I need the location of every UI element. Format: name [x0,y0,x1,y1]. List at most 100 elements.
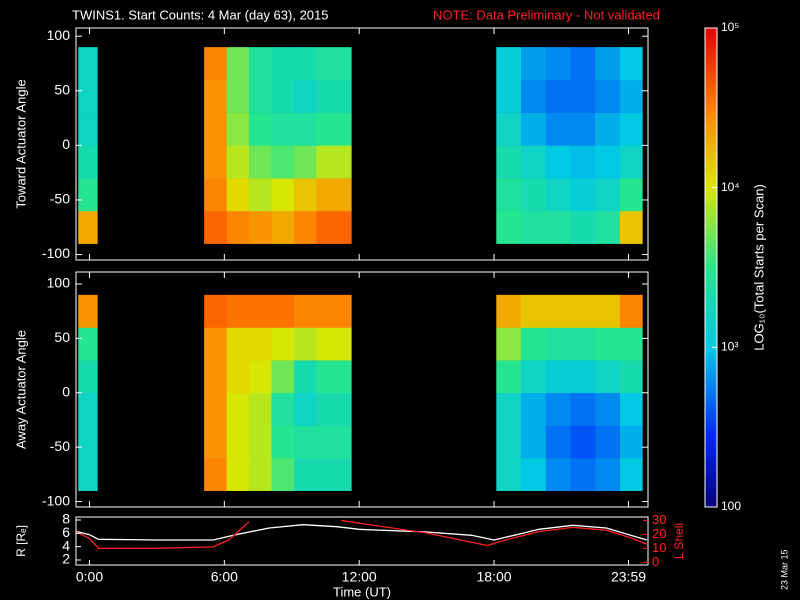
heatmap-cell [521,79,547,113]
heatmap-cell [204,327,227,361]
heatmap-cell [294,112,317,146]
colorbar-tick-label: 10³ [721,340,738,354]
heatmap-cell [316,79,352,113]
x-tick-label: 23:59 [611,569,646,585]
heatmap-cell [271,47,295,81]
heatmap-cell [249,327,272,361]
heatmap-cell [545,425,571,459]
y-tick-label: -50 [50,191,70,207]
heatmap-cell [545,210,571,244]
heatmap-cell [204,360,227,394]
heatmap-cell [545,112,571,146]
heatmap-cell [545,178,571,212]
heatmap-cell [204,392,227,426]
heatmap-cell [619,210,643,244]
heatmap-cell [595,327,621,361]
heatmap-cell [619,178,643,212]
y-axis-label: R [Rₑ] [14,525,28,557]
panel-frame [75,27,649,261]
heatmap-cell [204,210,227,244]
heatmap-cell [226,145,250,179]
heatmap-cell [619,458,643,491]
y-tick-label: 2 [62,551,70,567]
x-tick-label: 6:00 [211,569,238,585]
heatmap-cell [521,327,547,361]
heatmap-cell [249,47,272,81]
heatmap-cell [619,425,643,459]
heatmap-cell [595,392,621,426]
heatmap-cell [521,392,547,426]
heatmap-cell [570,210,596,244]
heatmap-cell [204,294,227,328]
heatmap-cell [545,360,571,394]
heatmap-cell [78,145,98,179]
y-tick-label: 6 [62,524,70,540]
heatmap-cell [619,327,643,361]
heatmap-cell [595,47,621,81]
heatmap-cell [619,79,643,113]
heatmap-cell [570,294,596,328]
heatmap-cell [619,47,643,81]
y-tick-label: 50 [54,329,70,345]
heatmap-cell [204,145,227,179]
heatmap-cell [78,294,98,328]
heatmap-cell [595,294,621,328]
heatmap-cell [294,360,317,394]
heatmap-cell [316,294,352,328]
x-tick-label: 18:00 [477,569,512,585]
heatmap-cell [595,112,621,146]
heatmap-cell [249,210,272,244]
heatmap-cell [294,145,317,179]
heatmap-cell [78,79,98,113]
colorbar [704,27,718,508]
heatmap-cell [496,210,522,244]
heatmap-cell [249,79,272,113]
heatmap-cell [294,458,317,491]
heatmap-cell [570,145,596,179]
heatmap-cell [570,47,596,81]
series-line [75,519,648,549]
heatmap-cell [496,145,522,179]
heatmap-cell [521,360,547,394]
heatmap-cell [316,145,352,179]
heatmap-cell [204,47,227,81]
heatmap-cell [316,392,352,426]
y2-axis-label: L Shell [672,523,686,559]
heatmap-cell [521,458,547,491]
heatmap-cell [496,294,522,328]
heatmap-cell [204,112,227,146]
colorbar-tick-label: 10⁴ [721,180,740,194]
x-axis-label: Time (UT) [333,584,391,599]
heatmap-cell [294,47,317,81]
heatmap-cell [271,327,295,361]
y-tick-label: 8 [62,511,70,527]
heatmap-cell [545,47,571,81]
colorbar-tick-label: 100 [721,499,741,513]
y-tick-label: 4 [62,537,70,553]
heatmap-cell [496,392,522,426]
heatmap-cell [570,425,596,459]
heatmap-cell [595,178,621,212]
heatmap-cell [249,425,272,459]
heatmap-cell [204,425,227,459]
y-axis-label: Away Actuator Angle [13,330,28,449]
heatmap-cell [496,327,522,361]
heatmap-cell [496,79,522,113]
heatmap-cell [226,327,250,361]
heatmap-cell [249,294,272,328]
panel-frame [75,516,649,566]
heatmap-cell [226,425,250,459]
heatmap-cell [619,360,643,394]
heatmap-cell [545,327,571,361]
colorbar-tick-label: 10⁵ [721,20,739,34]
heatmap-cell [78,392,98,426]
heatmap-cell [226,112,250,146]
y-tick-label: 0 [62,383,70,399]
heatmap-cell [619,112,643,146]
heatmap-cell [496,458,522,491]
heatmap-cell [619,145,643,179]
heatmap-cell [271,294,295,328]
heatmap-cell [249,178,272,212]
heatmap-cell [570,392,596,426]
heatmap-cell [226,392,250,426]
